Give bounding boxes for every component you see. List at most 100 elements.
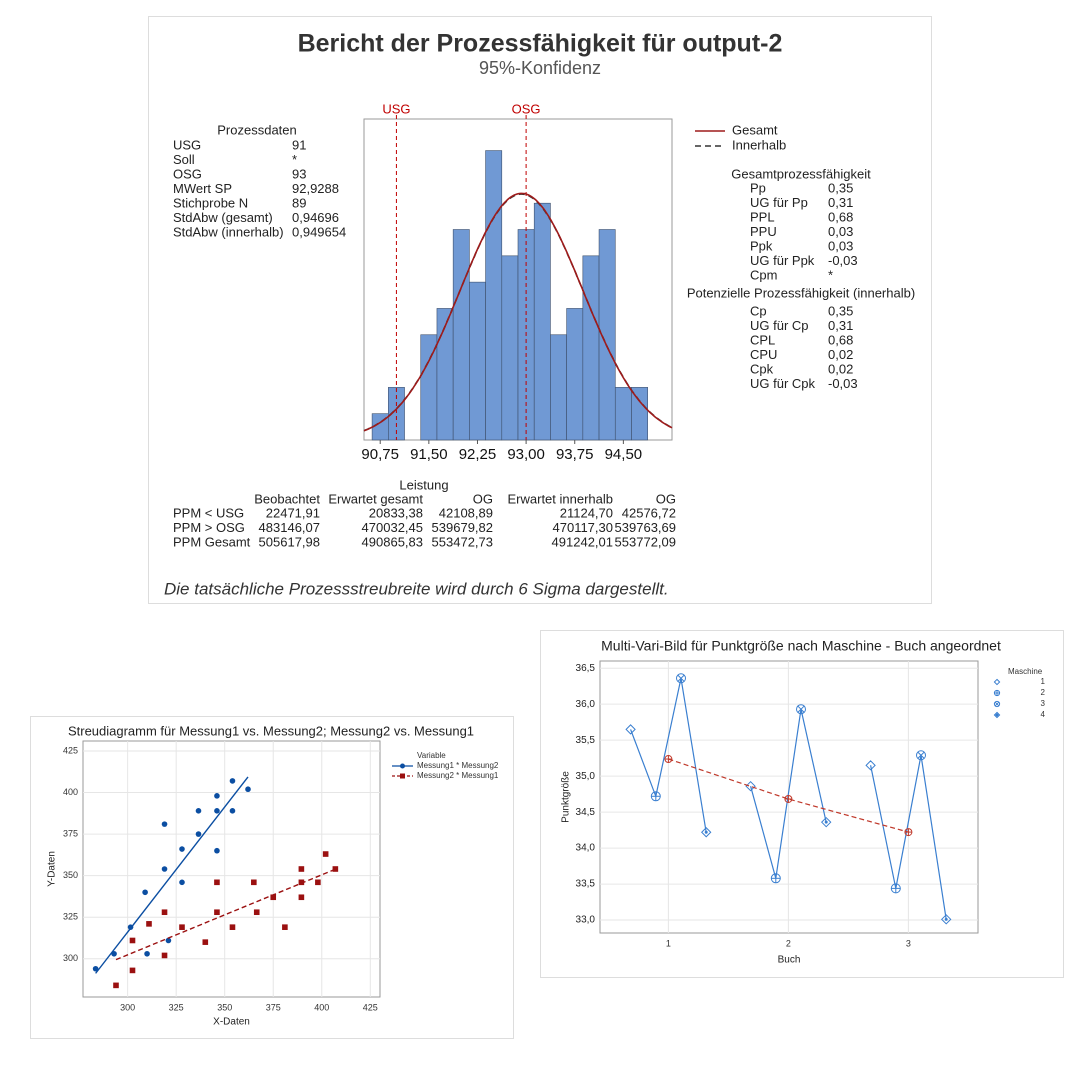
marker — [113, 982, 119, 989]
marker-part — [322, 851, 329, 857]
marker — [993, 678, 1001, 686]
marker-part — [253, 909, 260, 916]
marker — [214, 808, 220, 814]
marker — [820, 816, 832, 828]
x-axis-title: X-Daten — [213, 1017, 250, 1028]
marker-part — [161, 909, 168, 916]
marker-part — [797, 705, 805, 713]
marker — [229, 778, 236, 784]
marker — [214, 909, 220, 916]
marker-part — [127, 924, 134, 930]
marker — [127, 924, 134, 930]
marker — [993, 711, 1001, 719]
marker-part — [245, 786, 251, 793]
marker — [161, 952, 168, 959]
spec-limit-label: USG — [382, 101, 410, 116]
marker — [161, 821, 168, 827]
y-tick-label: 35,5 — [576, 735, 596, 746]
histogram-bar — [501, 255, 519, 441]
legend-label: 2 — [1041, 688, 1046, 697]
marker-part — [944, 917, 948, 921]
marker — [865, 760, 876, 771]
marker-part — [298, 894, 305, 901]
machine-line — [750, 709, 827, 879]
marker — [940, 914, 952, 925]
histogram-bar — [582, 255, 600, 441]
table-value: 0,68 — [828, 332, 853, 347]
machine-line — [630, 678, 707, 833]
table-value: 0,03 — [828, 238, 853, 253]
marker-part — [993, 678, 1001, 686]
y-axis-title: Punktgröße — [561, 771, 572, 823]
table-label: UG für Pp — [750, 195, 808, 210]
y-tick-label: 33,0 — [576, 915, 596, 926]
marker — [650, 791, 661, 802]
marker — [129, 967, 136, 974]
y-tick-label: 34,0 — [576, 843, 596, 854]
table-value: 0,68 — [828, 209, 853, 224]
histogram-bar — [533, 202, 551, 441]
histogram-bar — [485, 150, 503, 441]
marker-part — [994, 701, 1000, 707]
marker-part — [179, 846, 185, 852]
table-cell: 553472,73 — [432, 534, 493, 549]
table-value: 89 — [292, 195, 306, 210]
table-value: 0,31 — [828, 195, 853, 210]
legend-label: 3 — [1041, 699, 1046, 708]
y-tick-label: 300 — [63, 953, 78, 963]
marker — [92, 965, 99, 972]
marker — [400, 773, 405, 779]
spec-limit-label: OSG — [512, 101, 541, 116]
marker-part — [993, 711, 1001, 719]
marker-part — [700, 827, 712, 838]
table-label: USG — [173, 137, 201, 152]
table-label: Ppk — [750, 238, 773, 253]
table-value: 0,35 — [828, 303, 853, 318]
column-header: Erwartet innerhalb — [508, 491, 614, 506]
table-label: CPL — [750, 332, 775, 347]
legend-label: 1 — [1041, 677, 1046, 686]
x-tick-label: 91,50 — [410, 446, 448, 463]
marker — [229, 808, 236, 814]
marker-part — [676, 673, 686, 684]
table-title: Prozessdaten — [217, 122, 297, 137]
y-tick-label: 33,5 — [576, 879, 596, 890]
marker — [298, 894, 305, 901]
marker-part — [796, 704, 806, 715]
row-label: PPM < USG — [173, 505, 244, 520]
chart-subtitle: 95%-Konfidenz — [479, 58, 601, 78]
mean-line — [668, 758, 909, 833]
marker — [165, 937, 172, 944]
table-value: * — [828, 267, 833, 282]
marker — [322, 851, 329, 857]
marker — [916, 750, 926, 761]
marker-part — [214, 847, 220, 854]
y-tick-label: 36,0 — [576, 699, 596, 710]
marker-part — [315, 879, 321, 886]
table-label: UG für Cpk — [750, 376, 816, 391]
y-tick-label: 34,5 — [576, 807, 596, 818]
normal-curve — [363, 192, 673, 432]
marker — [129, 937, 136, 944]
x-tick-label: 375 — [266, 1002, 281, 1012]
legend-label: Messung2 * Messung1 — [417, 771, 499, 780]
x-axis-title: Buch — [778, 955, 801, 966]
marker-part — [129, 967, 136, 974]
marker-part — [940, 914, 952, 925]
table-label: Cpk — [750, 361, 774, 376]
table-cell: 553772,09 — [615, 534, 676, 549]
table-value: 93 — [292, 166, 306, 181]
legend-title: Maschine — [1008, 667, 1043, 676]
marker — [214, 879, 220, 886]
marker-part — [179, 924, 185, 930]
marker — [229, 924, 236, 930]
marker-part — [251, 879, 257, 886]
histogram-bar — [614, 387, 632, 441]
marker-part — [202, 939, 209, 945]
marker-part — [92, 965, 99, 972]
marker — [993, 700, 1001, 708]
table-cell: 539763,69 — [615, 520, 676, 535]
histogram-bar — [566, 308, 584, 441]
column-header: OG — [473, 491, 493, 506]
